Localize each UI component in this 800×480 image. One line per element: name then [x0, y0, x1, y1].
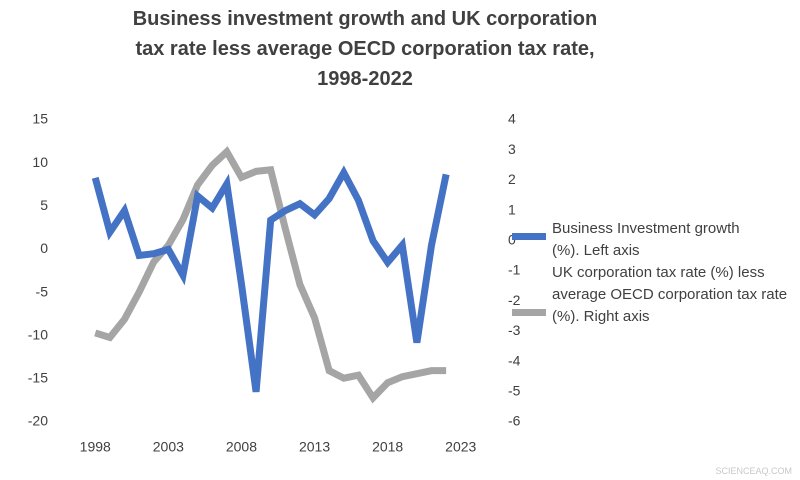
series-line: [91, 165, 450, 393]
chart-title: Business investment growth and UK corpor…: [132, 8, 598, 90]
y2-tick-label: -4: [508, 352, 521, 368]
x-tick-label: 2003: [153, 439, 184, 455]
y2-tick-label: -2: [508, 292, 521, 308]
y2-tick-label: 2: [508, 171, 516, 187]
legend-swatch: [512, 309, 546, 316]
y-tick-label: 15: [32, 111, 48, 127]
x-tick-label: 2018: [372, 439, 403, 455]
y2-tick-label: 3: [508, 141, 516, 157]
y-tick-label: 10: [32, 154, 48, 170]
y2-tick-label: -5: [508, 383, 521, 399]
y2-tick-label: -1: [508, 262, 521, 278]
watermark: SCIENCEAQ.COM: [715, 466, 792, 476]
x-tick-label: 2013: [299, 439, 330, 455]
y-tick-label: -15: [28, 370, 48, 386]
x-tick-label: 2023: [445, 439, 476, 455]
y-tick-label: -10: [28, 326, 48, 342]
y-tick-label: 0: [40, 240, 48, 256]
y2-tick-label: 1: [508, 201, 516, 217]
y-tick-label: -20: [28, 413, 48, 429]
y-tick-label: -5: [36, 283, 49, 299]
x-tick-label: 1998: [80, 439, 111, 455]
legend-label: UK corporation tax rate (%) less average…: [552, 264, 788, 325]
y2-tick-label: 4: [508, 111, 516, 127]
legend-label: Business Investment growth (%). Left axi…: [552, 220, 740, 259]
legend-swatch: [512, 233, 546, 240]
y-tick-label: 5: [40, 197, 48, 213]
x-tick-label: 2008: [226, 439, 257, 455]
y2-tick-label: -6: [508, 413, 521, 429]
y2-tick-label: -3: [508, 322, 521, 338]
series-line: [94, 146, 447, 404]
